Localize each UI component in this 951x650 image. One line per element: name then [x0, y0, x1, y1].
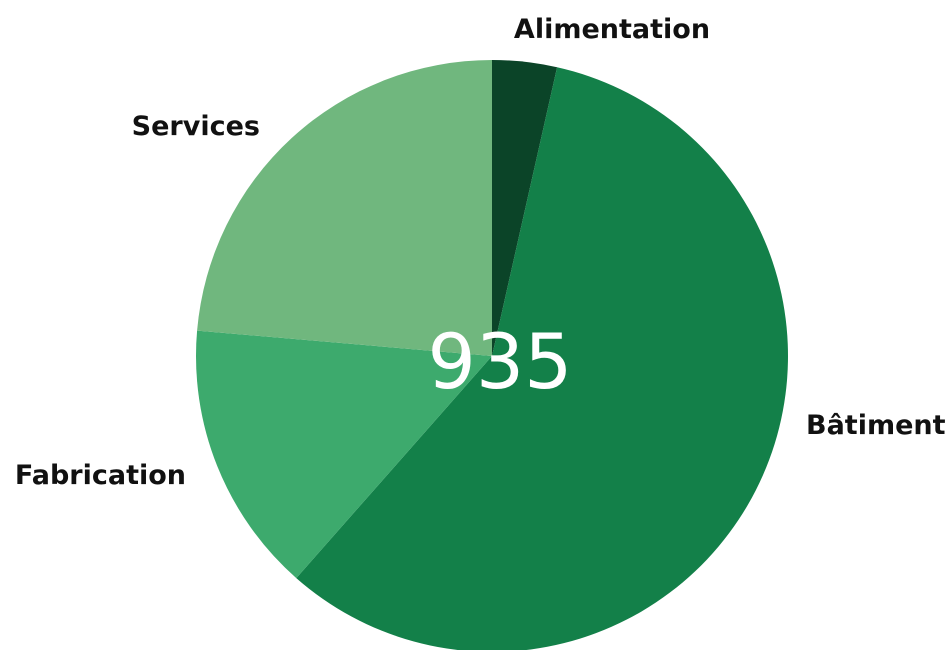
pie-slice-alimentation: [492, 60, 558, 356]
pie-slice-batiment: [296, 67, 788, 650]
center-total-label: 935: [427, 317, 572, 406]
slice-label-alimentation: Alimentation: [514, 14, 710, 45]
pie-slice-fabrication: [195, 330, 492, 579]
pie-slices: [195, 60, 788, 650]
pie-slice-services: [197, 60, 492, 356]
pie-labels: Alimentation Bâtiment Fabrication Services: [15, 14, 946, 491]
slice-label-batiment: Bâtiment: [806, 410, 946, 441]
slice-label-fabrication: Fabrication: [15, 460, 186, 491]
slice-label-services: Services: [132, 111, 260, 142]
